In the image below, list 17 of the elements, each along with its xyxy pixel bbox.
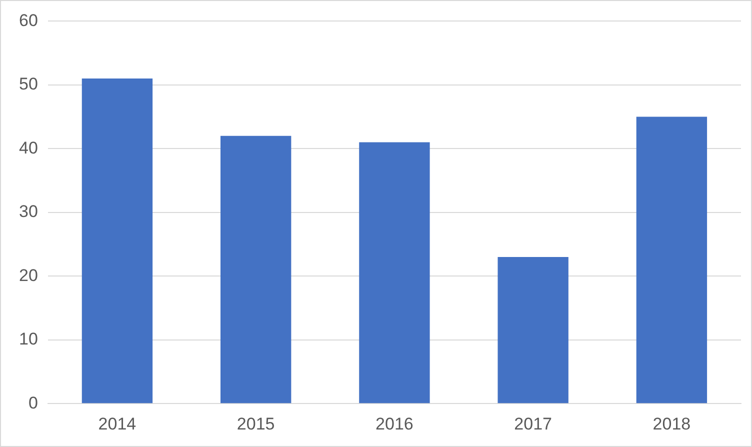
bar: [359, 142, 430, 404]
bar: [636, 116, 708, 404]
bar: [82, 78, 153, 404]
y-tick-label: 50: [18, 74, 38, 94]
y-tick-label: 60: [18, 10, 38, 30]
y-tick-label: 40: [18, 138, 38, 158]
y-tick-label: 30: [18, 202, 38, 222]
x-tick-label: 2016: [376, 414, 414, 434]
x-tick-label: 2014: [98, 414, 136, 434]
x-tick-label: 2018: [652, 414, 691, 434]
x-tick-label: 2017: [514, 414, 552, 434]
y-tick-label: 10: [18, 330, 38, 349]
x-tick-label: 2015: [236, 414, 275, 434]
bar: [220, 136, 292, 404]
bar: [498, 257, 568, 404]
y-tick-label: 0: [28, 393, 38, 412]
y-tick-label: 20: [18, 266, 38, 285]
